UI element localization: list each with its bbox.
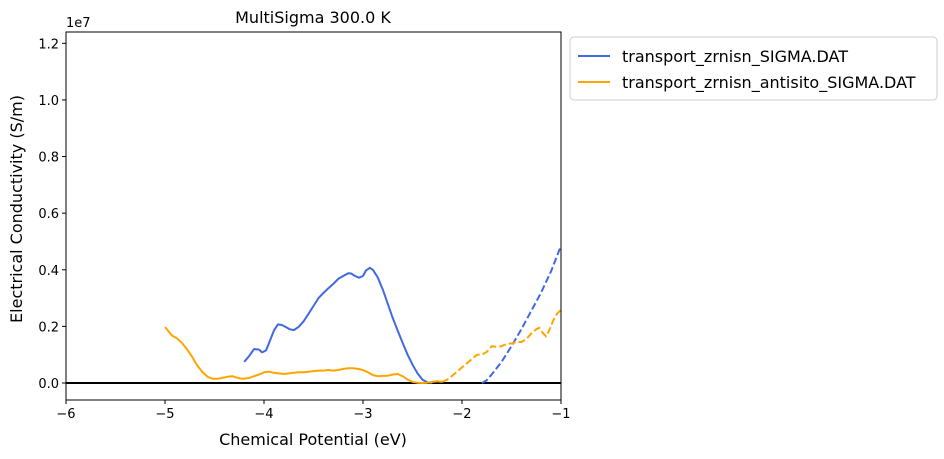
y-axis-label: Electrical Conductivity (S/m)	[7, 95, 26, 323]
x-tick-label: −5	[155, 407, 174, 422]
series-2-solid-line	[164, 326, 443, 384]
y-axis: 0.0 0.2 0.4 0.6 0.8 1.0 1.2	[38, 37, 66, 392]
series-1-solid-line	[243, 266, 433, 384]
legend-entry-label: transport_zrnisn_antisito_SIGMA.DAT	[622, 73, 916, 93]
y-tick-label: 0.6	[38, 207, 59, 222]
x-axis-label: Chemical Potential (eV)	[219, 430, 407, 449]
plot-frame	[65, 31, 562, 401]
y-tick-label: 0.8	[38, 151, 59, 166]
y-tick-label: 1.0	[38, 94, 59, 109]
series-group	[66, 245, 561, 385]
legend-entry-label: transport_zrnisn_SIGMA.DAT	[622, 47, 848, 67]
x-tick-label: −3	[353, 407, 372, 422]
x-tick-label: −4	[254, 407, 273, 422]
y-tick-label: 0.4	[38, 264, 59, 279]
legend: transport_zrnisn_SIGMA.DAT transport_zrni…	[569, 36, 938, 101]
plot-area	[65, 31, 562, 401]
y-tick-label: 1.2	[38, 37, 59, 52]
series-1-dashed-line	[481, 245, 561, 384]
y-tick-label: 0.0	[38, 377, 59, 392]
series-2-dashed-line	[441, 309, 561, 383]
chart-title: MultiSigma 300.0 K	[235, 8, 391, 27]
x-axis: −6 −5 −4 −3 −2 −1	[56, 400, 571, 422]
x-tick-label: −2	[452, 407, 471, 422]
y-offset-label: 1e7	[66, 16, 91, 31]
x-tick-label: −1	[551, 407, 570, 422]
x-tick-label: −6	[56, 407, 75, 422]
legend-frame	[569, 36, 938, 101]
y-tick-label: 0.2	[38, 320, 59, 335]
